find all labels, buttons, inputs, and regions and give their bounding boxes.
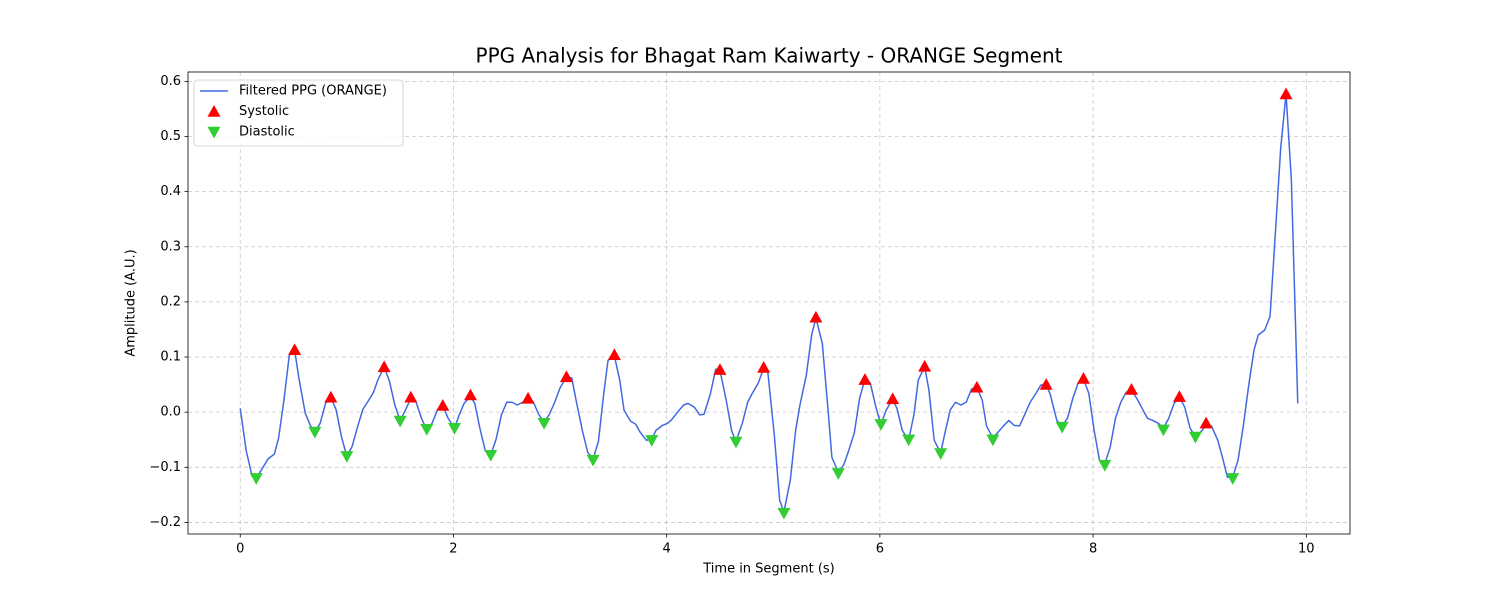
systolic-marker [918,359,932,372]
systolic-marker [1039,378,1053,390]
systolic-marker [1076,372,1090,384]
legend-swatch [207,126,221,139]
diastolic-marker [586,454,600,467]
systolic-marker [324,390,338,403]
systolic-marker [607,348,621,361]
y-tick-label: 0.3 [160,239,181,254]
diastolic-marker [1188,431,1202,444]
x-tick-label: 2 [449,542,457,557]
legend-box [193,79,404,147]
diastolic-marker [484,449,498,462]
y-tick-label: 0.6 [160,74,181,89]
legend-label: Systolic [239,104,289,119]
diastolic-marker [420,424,434,436]
y-axis-label: Amplitude (A.U.) [124,249,139,356]
diastolic-marker [1156,424,1170,437]
diastolic-marker [1098,459,1112,472]
systolic-marker [559,370,573,383]
plot-frame [187,71,1351,535]
systolic-marker [288,343,302,356]
systolic-marker [377,360,391,373]
diastolic-marker [308,426,322,439]
systolic-marker [886,392,900,405]
systolic-marker [1279,87,1293,100]
x-tick-label: 8 [1089,542,1097,557]
y-tick-label: 0.2 [160,294,181,309]
systolic-marker [464,388,478,401]
diastolic-marker [1226,473,1240,485]
diastolic-marker [393,415,407,428]
systolic-marker [1172,390,1186,402]
diastolic-marker [831,468,845,480]
legend-label: Diastolic [239,125,295,140]
systolic-marker [858,373,872,385]
systolic-marker [1199,416,1213,429]
diastolic-marker [874,419,888,431]
systolic-marker [1124,383,1138,395]
diastolic-marker [645,435,659,447]
diastolic-marker [934,448,948,461]
y-tick-label: −0.2 [149,515,181,530]
diastolic-marker [986,434,1000,447]
systolic-marker [521,391,535,404]
systolic-marker [404,390,418,403]
legend-label: Filtered PPG (ORANGE) [239,84,387,99]
diastolic-marker [1055,421,1069,434]
y-tick-label: −0.1 [149,460,181,475]
diastolic-marker [249,473,263,485]
diastolic-marker [729,436,743,449]
grid [188,72,1350,534]
systolic-marker [436,399,450,411]
y-tick-label: 0.0 [160,405,181,420]
systolic-marker [970,380,984,393]
x-tick-label: 0 [236,542,244,557]
systolic-marker [757,361,771,373]
y-tick-label: 0.5 [160,129,181,144]
chart-title: PPG Analysis for Bhagat Ram Kaiwarty - O… [476,44,1063,68]
y-tick-label: 0.4 [160,184,181,199]
systolic-marker [809,310,823,323]
x-axis-label: Time in Segment (s) [702,562,834,577]
y-tick-label: 0.1 [160,350,181,365]
diastolic-marker [340,451,354,463]
legend-swatch [207,105,221,117]
diastolic-marker [902,434,916,447]
systolic-marker [713,363,727,375]
diastolic-marker [537,417,551,430]
diastolic-marker [448,422,462,435]
x-tick-label: 6 [876,542,884,557]
x-tick-label: 4 [663,542,671,557]
x-tick-label: 10 [1298,542,1315,557]
diastolic-marker [777,507,791,520]
